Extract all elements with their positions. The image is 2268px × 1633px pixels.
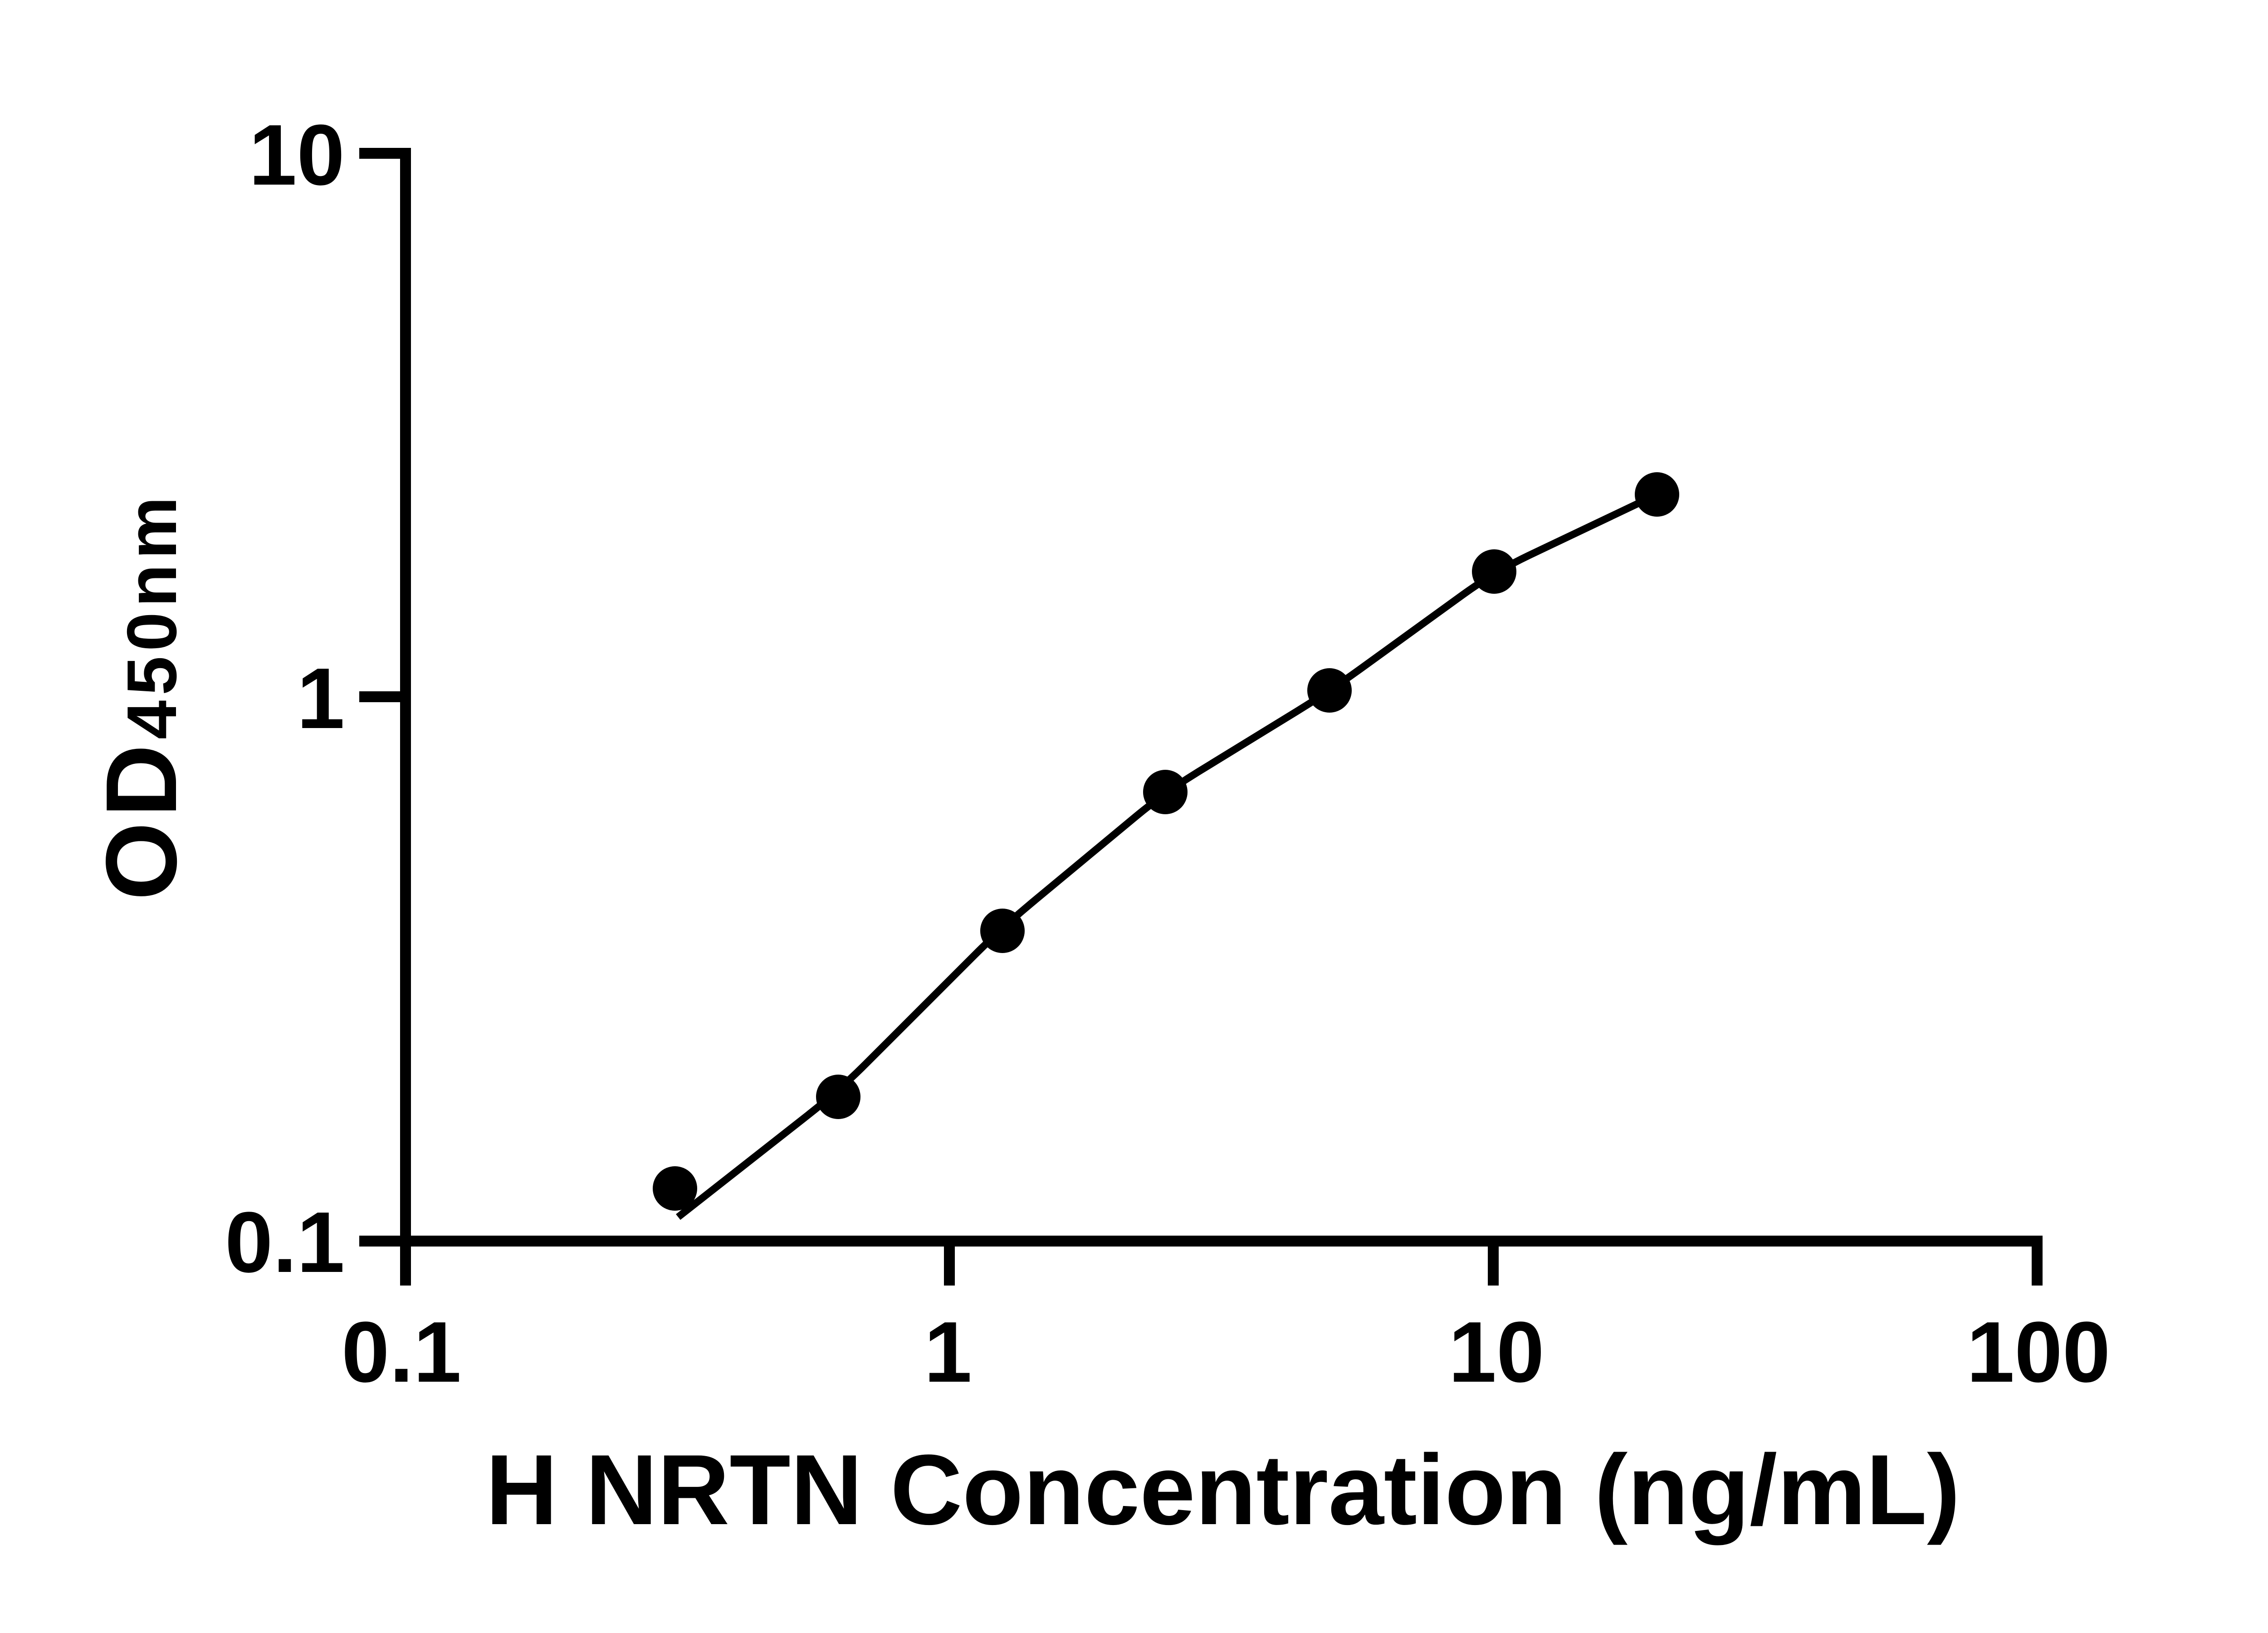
svg-text:10: 10: [249, 107, 345, 203]
svg-text:1: 1: [924, 1304, 972, 1400]
svg-text:0.1: 0.1: [225, 1194, 345, 1291]
svg-text:1: 1: [297, 650, 345, 747]
svg-text:10: 10: [1448, 1304, 1544, 1400]
svg-text:100: 100: [1966, 1304, 2110, 1400]
svg-text:0.1: 0.1: [342, 1304, 461, 1400]
svg-text:H NRTN Concentration (ng/mL): H NRTN Concentration (ng/mL): [486, 1434, 1960, 1545]
